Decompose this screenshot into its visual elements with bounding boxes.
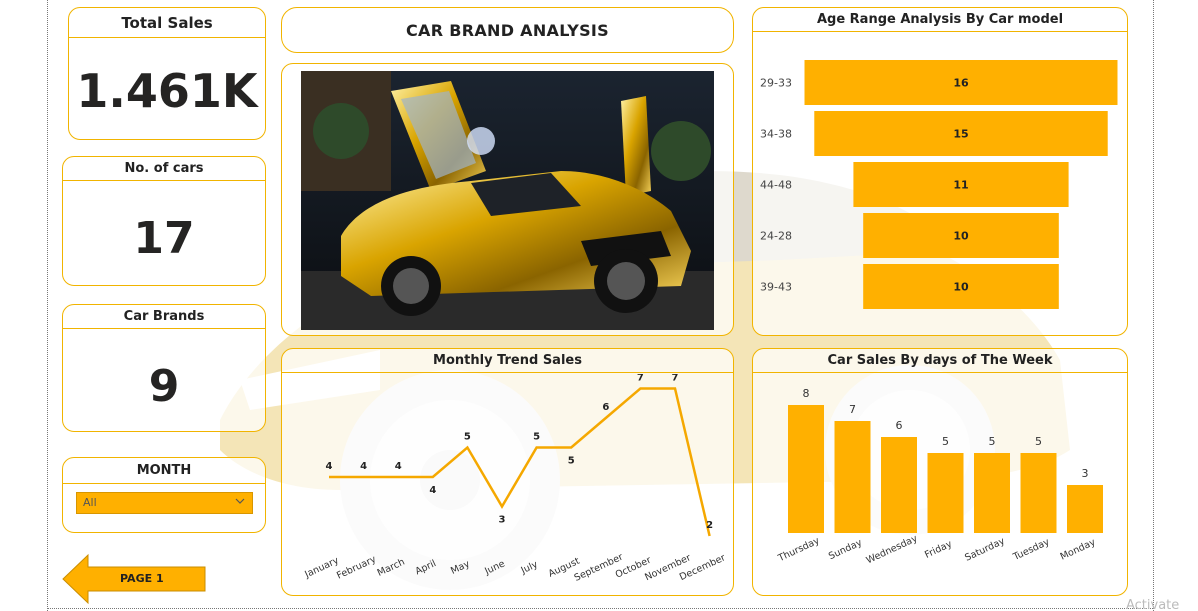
weekday-value-label: 6 xyxy=(896,419,903,432)
trend-point-label: 5 xyxy=(533,432,540,443)
kpi-card-car-brands: Car Brands 9 xyxy=(62,304,266,432)
age-range-bar[interactable] xyxy=(814,111,1108,156)
canvas-border-bottom xyxy=(47,608,1153,609)
age-range-bar[interactable] xyxy=(804,60,1118,105)
trend-point-label: 4 xyxy=(429,485,436,496)
trend-point-label: 4 xyxy=(326,461,333,472)
month-dropdown[interactable]: All xyxy=(76,492,253,514)
weekday-axis-label: Tuesday xyxy=(1011,536,1052,563)
trend-point-label: 4 xyxy=(395,461,402,472)
monthly-trend-chart-card: Monthly Trend Sales 4 January 4 February 4 Ma… xyxy=(281,348,734,596)
month-axis-label: May xyxy=(449,558,472,576)
weekday-sales-chart-card: Car Sales By days of The Week 8 Thursday 7… xyxy=(752,348,1128,596)
month-slicer: MONTH All xyxy=(62,457,266,533)
weekday-value-label: 5 xyxy=(989,435,996,448)
age-range-bar[interactable] xyxy=(863,213,1059,258)
monthly-trend-chart: 4 January 4 February 4 March 4 April 5 May 3 June 5 J… xyxy=(302,374,727,584)
age-range-label: 24-28 xyxy=(760,230,792,243)
age-range-value-label: 15 xyxy=(953,128,968,141)
age-range-value-label: 10 xyxy=(953,281,969,294)
chevron-down-icon xyxy=(235,498,245,504)
chart-title: Age Range Analysis By Car model xyxy=(753,8,1127,32)
month-axis-label: January xyxy=(302,555,341,581)
age-range-chart-card: Age Range Analysis By Car model 29-33 16 3… xyxy=(752,7,1128,336)
weekday-axis-label: Saturday xyxy=(963,536,1007,564)
canvas-border-left xyxy=(47,0,48,611)
trend-point-label: 4 xyxy=(360,461,367,472)
weekday-axis-label: Wednesday xyxy=(865,533,920,566)
month-axis-label: July xyxy=(519,559,540,577)
chart-title: Car Sales By days of The Week xyxy=(753,349,1127,373)
age-range-bar[interactable] xyxy=(863,264,1059,309)
kpi-card-total-sales: Total Sales 1.461K xyxy=(68,7,266,140)
kpi-card-number-of-cars: No. of cars 17 xyxy=(62,156,266,286)
activation-watermark: Activate xyxy=(1126,598,1180,611)
age-range-chart: 29-33 16 34-38 15 44-48 11 24-28 10 39-43 10 xyxy=(760,60,1118,309)
trend-point-label: 5 xyxy=(568,456,575,467)
weekday-bar[interactable] xyxy=(1067,485,1103,533)
weekday-bar[interactable] xyxy=(881,437,917,533)
arrow-left-icon xyxy=(62,553,206,605)
age-range-value-label: 16 xyxy=(953,77,969,90)
weekday-bar[interactable] xyxy=(927,453,964,533)
month-axis-label: February xyxy=(335,554,378,582)
gold-car-image xyxy=(301,71,714,330)
weekday-bar[interactable] xyxy=(1020,453,1057,533)
trend-point-label: 6 xyxy=(602,402,609,413)
kpi-title: Car Brands xyxy=(63,305,265,329)
chart-title: Monthly Trend Sales xyxy=(282,349,733,373)
slicer-title: MONTH xyxy=(63,458,265,484)
kpi-value: 9 xyxy=(148,361,180,412)
month-axis-label: April xyxy=(414,558,438,577)
car-image-card xyxy=(281,63,734,336)
month-axis-label: March xyxy=(376,557,407,579)
kpi-title: No. of cars xyxy=(63,157,265,181)
page-button-label: PAGE 1 xyxy=(120,572,164,585)
trend-point-label: 7 xyxy=(672,374,679,384)
weekday-value-label: 5 xyxy=(942,435,949,448)
weekday-bar[interactable] xyxy=(834,421,871,533)
age-range-label: 39-43 xyxy=(760,281,792,294)
weekday-axis-label: Thursday xyxy=(776,535,822,564)
weekday-axis-label: Friday xyxy=(923,539,954,561)
trend-point-label: 3 xyxy=(499,515,506,526)
weekday-bar[interactable] xyxy=(788,405,824,533)
weekday-axis-label: Sunday xyxy=(827,537,864,562)
weekday-sales-chart: 8 Thursday 7 Sunday 6 Wednesday 5 Friday 5 Saturd… xyxy=(776,387,1103,566)
kpi-title: Total Sales xyxy=(69,8,265,38)
age-range-value-label: 10 xyxy=(953,230,969,243)
weekday-value-label: 3 xyxy=(1082,467,1089,480)
age-range-value-label: 11 xyxy=(953,179,968,192)
age-range-label: 34-38 xyxy=(760,128,792,141)
age-range-bar[interactable] xyxy=(853,162,1069,207)
report-title-card: CAR BRAND ANALYSIS xyxy=(281,7,734,53)
trend-point-label: 7 xyxy=(637,374,644,384)
kpi-value: 17 xyxy=(133,213,195,264)
trend-point-label: 5 xyxy=(464,432,471,443)
weekday-value-label: 8 xyxy=(803,387,810,400)
trend-point-label: 2 xyxy=(706,520,713,531)
kpi-value: 1.461K xyxy=(76,64,258,118)
weekday-value-label: 7 xyxy=(849,403,856,416)
weekday-bar[interactable] xyxy=(974,453,1010,533)
report-title: CAR BRAND ANALYSIS xyxy=(405,21,609,40)
age-range-label: 44-48 xyxy=(760,179,792,192)
weekday-value-label: 5 xyxy=(1035,435,1042,448)
weekday-axis-label: Monday xyxy=(1059,537,1098,563)
page-1-button[interactable]: PAGE 1 xyxy=(62,553,207,605)
month-dropdown-value: All xyxy=(83,496,97,509)
month-axis-label: June xyxy=(482,558,506,577)
canvas-border-right xyxy=(1153,0,1154,611)
age-range-label: 29-33 xyxy=(760,77,792,90)
trend-line[interactable] xyxy=(329,387,711,537)
